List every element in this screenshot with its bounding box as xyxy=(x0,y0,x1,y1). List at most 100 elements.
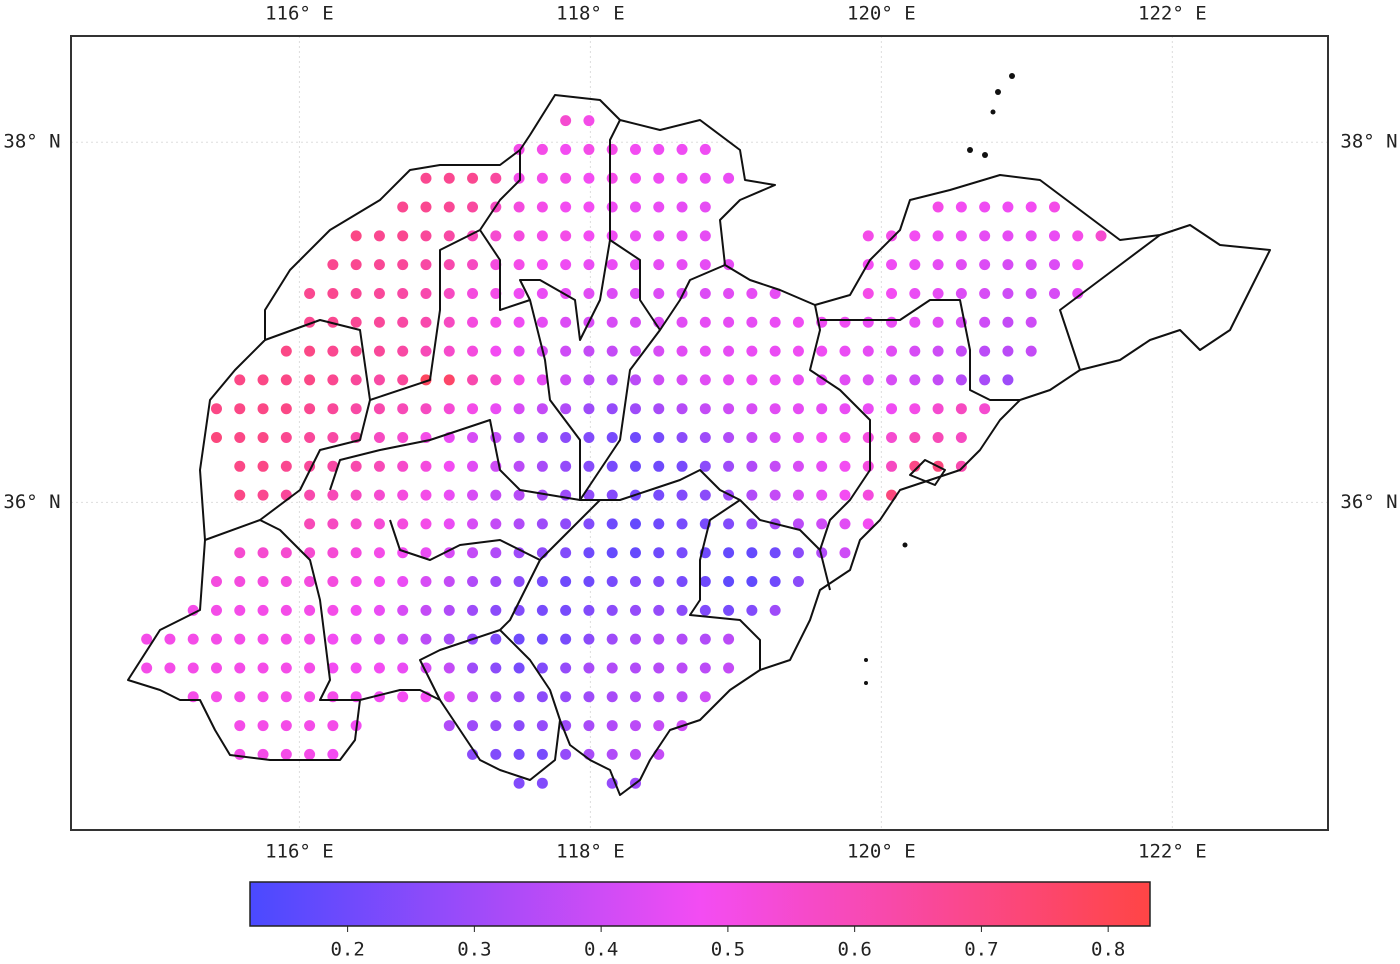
grid-dot xyxy=(327,345,339,357)
grid-dot xyxy=(746,604,758,616)
grid-dot xyxy=(1025,287,1037,299)
colorbar-ticks: 0.2 0.3 0.4 0.5 0.6 0.7 0.8 xyxy=(330,926,1125,961)
grid xyxy=(71,36,1328,830)
grid-dot xyxy=(257,403,269,415)
grid-dot xyxy=(443,201,455,213)
grid-dot xyxy=(467,662,479,674)
grid-dot xyxy=(676,316,688,328)
grid-dot xyxy=(397,432,409,444)
grid-dot xyxy=(467,604,479,616)
grid-dot xyxy=(676,403,688,415)
grid-dot xyxy=(304,432,316,444)
grid-dot xyxy=(653,576,665,588)
grid-dot xyxy=(699,691,711,703)
grid-dot xyxy=(629,432,641,444)
grid-dot xyxy=(676,259,688,271)
grid-dot xyxy=(443,316,455,328)
grid-dot xyxy=(676,143,688,155)
grid-dot xyxy=(792,518,804,530)
grid-dot xyxy=(327,720,339,732)
grid-dot xyxy=(606,604,618,616)
grid-dot xyxy=(746,403,758,415)
grid-dot xyxy=(676,172,688,184)
grid-dot xyxy=(234,460,246,472)
grid-dot xyxy=(606,460,618,472)
grid-dot xyxy=(839,374,851,386)
grid-dot xyxy=(769,316,781,328)
grid-dot xyxy=(420,172,432,184)
grid-dot xyxy=(955,374,967,386)
grid-dot xyxy=(606,259,618,271)
grid-dot xyxy=(746,287,758,299)
grid-dot xyxy=(327,576,339,588)
grid-dot xyxy=(699,576,711,588)
grid-dot xyxy=(746,316,758,328)
grid-dot xyxy=(792,432,804,444)
grid-dot xyxy=(583,432,595,444)
grid-dot xyxy=(1025,316,1037,328)
y-tick-label: 38° N xyxy=(1340,131,1397,153)
grid-dot xyxy=(513,230,525,242)
grid-dot xyxy=(862,403,874,415)
grid-dot xyxy=(606,576,618,588)
grid-dot xyxy=(397,374,409,386)
grid-dot xyxy=(606,230,618,242)
grid-dot xyxy=(560,518,572,530)
island xyxy=(902,542,908,548)
grid-dot xyxy=(816,403,828,415)
grid-dot xyxy=(490,604,502,616)
grid-dot xyxy=(280,691,292,703)
grid-dot xyxy=(862,489,874,501)
grid-dot xyxy=(606,287,618,299)
island xyxy=(1009,73,1015,79)
grid-dot xyxy=(141,662,153,674)
grid-dot xyxy=(350,316,362,328)
grid-dot xyxy=(536,403,548,415)
grid-dot xyxy=(373,489,385,501)
grid-dot xyxy=(490,518,502,530)
grid-dot xyxy=(350,345,362,357)
grid-dot xyxy=(909,345,921,357)
province-borders xyxy=(127,94,1271,796)
grid-dot xyxy=(723,172,735,184)
grid-dot xyxy=(560,604,572,616)
grid-dot xyxy=(397,691,409,703)
grid-dot xyxy=(467,518,479,530)
colorbar-tick-label: 0.4 xyxy=(584,939,618,961)
grid-dot xyxy=(746,576,758,588)
grid-dot xyxy=(583,201,595,213)
grid-dot xyxy=(792,403,804,415)
grid-dot xyxy=(653,489,665,501)
grid-dot xyxy=(746,374,758,386)
grid-dot xyxy=(513,691,525,703)
grid-dot xyxy=(280,547,292,559)
grid-dot xyxy=(467,172,479,184)
grid-dot xyxy=(583,230,595,242)
grid-dot xyxy=(606,489,618,501)
grid-dot xyxy=(699,633,711,645)
grid-dot xyxy=(723,432,735,444)
grid-dot xyxy=(536,259,548,271)
grid-dot xyxy=(723,604,735,616)
grid-dot xyxy=(467,691,479,703)
grid-dot xyxy=(1025,201,1037,213)
grid-dot xyxy=(490,230,502,242)
grid-dot xyxy=(606,720,618,732)
grid-dot xyxy=(560,748,572,760)
grid-dot xyxy=(234,633,246,645)
grid-dot xyxy=(210,576,222,588)
grid-dot xyxy=(304,518,316,530)
grid-dot xyxy=(909,432,921,444)
grid-dot xyxy=(257,604,269,616)
grid-dot xyxy=(979,201,991,213)
grid-dot xyxy=(467,259,479,271)
grid-dot xyxy=(932,230,944,242)
grid-dot xyxy=(467,201,479,213)
grid-dot xyxy=(676,662,688,674)
grid-dot xyxy=(397,201,409,213)
grid-dot xyxy=(373,633,385,645)
grid-dot xyxy=(606,691,618,703)
grid-dot xyxy=(886,316,898,328)
grid-dot xyxy=(327,748,339,760)
